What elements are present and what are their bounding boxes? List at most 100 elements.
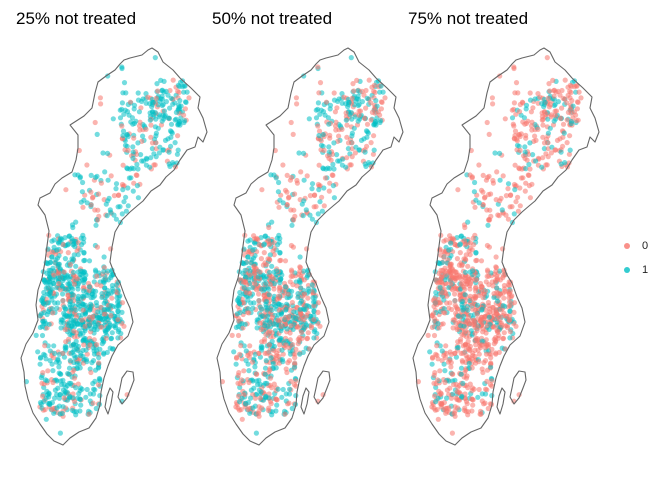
map-point	[79, 317, 85, 323]
map-point	[496, 150, 503, 156]
map-point	[486, 342, 492, 348]
map-point	[315, 181, 322, 188]
map-point	[493, 277, 499, 283]
map-point	[115, 317, 121, 323]
map-point	[443, 268, 449, 274]
map-point	[62, 389, 68, 395]
map-point	[359, 88, 365, 94]
map-point	[348, 162, 354, 168]
map-point	[290, 244, 296, 250]
map-point	[458, 371, 464, 377]
map-point	[574, 106, 581, 112]
map-point	[282, 258, 289, 264]
map-point	[561, 130, 567, 136]
map-point	[522, 121, 528, 127]
map-point	[92, 323, 98, 329]
map-point	[121, 323, 127, 329]
map-point	[304, 335, 311, 341]
map-point	[344, 122, 350, 128]
map-point	[539, 110, 545, 116]
map-point	[263, 331, 269, 337]
map-point	[348, 55, 354, 61]
map-point	[148, 122, 154, 128]
map-point	[522, 155, 528, 161]
map-point	[544, 162, 550, 168]
map-point	[255, 274, 261, 280]
map-point	[71, 375, 78, 381]
points-layer-1	[23, 55, 192, 436]
map-point	[489, 393, 495, 399]
map-point	[492, 150, 498, 156]
map-point	[60, 404, 66, 410]
map-point	[56, 395, 63, 401]
map-point	[439, 274, 445, 280]
map-point	[528, 123, 535, 129]
map-point	[241, 261, 247, 267]
map-point	[120, 187, 126, 193]
map-point	[439, 348, 445, 354]
map-point	[75, 347, 81, 354]
map-point	[299, 335, 305, 341]
map-point	[327, 135, 333, 141]
legend-label-0: 0	[642, 240, 649, 252]
map-point	[308, 325, 315, 331]
map-point	[462, 256, 468, 262]
map-point	[140, 133, 146, 139]
map-point	[77, 408, 83, 414]
map-point	[269, 263, 275, 269]
map-point	[471, 242, 477, 248]
map-point	[84, 386, 90, 393]
map-point	[96, 355, 102, 361]
map-point	[97, 346, 103, 352]
map-point	[56, 240, 62, 246]
map-point	[574, 99, 581, 105]
map-point	[504, 325, 511, 331]
map-point	[95, 309, 101, 315]
map-point	[111, 193, 117, 199]
map-point	[450, 235, 456, 241]
map-point	[449, 371, 455, 377]
map-point	[544, 55, 550, 61]
map-point	[59, 382, 65, 388]
sweden-outline-1	[20, 47, 208, 446]
map-point	[459, 261, 465, 268]
map-point	[517, 203, 523, 209]
map-point	[69, 407, 76, 413]
map-point	[123, 208, 129, 214]
map-point	[252, 364, 258, 370]
map-point	[497, 277, 503, 283]
map-point	[457, 242, 463, 248]
map-point	[444, 395, 450, 401]
map-point	[98, 101, 104, 107]
map-point	[297, 306, 303, 312]
map-point	[484, 207, 490, 213]
map-point	[117, 204, 123, 210]
map-point	[94, 314, 100, 320]
map-point	[148, 155, 154, 161]
map-point	[430, 311, 436, 317]
map-point	[559, 105, 565, 111]
map-point	[364, 143, 370, 149]
map-point	[251, 300, 257, 306]
map-point	[107, 207, 113, 213]
map-point	[103, 329, 109, 335]
map-point	[96, 360, 102, 366]
map-point	[74, 360, 80, 367]
map-point	[463, 367, 469, 373]
map-point	[262, 371, 268, 377]
map-point	[298, 298, 305, 304]
map-point	[239, 321, 245, 327]
map-point	[264, 380, 270, 386]
map-point	[566, 151, 573, 157]
map-point	[80, 204, 86, 210]
map-point	[512, 187, 518, 193]
map-point	[251, 263, 257, 269]
map-point	[263, 393, 269, 399]
map-point	[555, 88, 561, 94]
map-point	[61, 395, 67, 401]
map-point	[309, 282, 315, 288]
map-point	[294, 101, 300, 107]
map-point	[101, 306, 107, 312]
map-point	[343, 110, 349, 116]
map-point	[273, 396, 279, 403]
